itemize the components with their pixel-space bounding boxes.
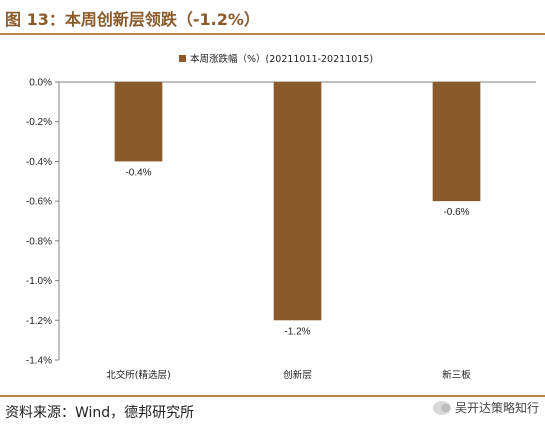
bar: [114, 82, 163, 162]
bar: [432, 82, 481, 202]
bar-chart: 本周涨跌幅（%）(20211011-20211015) 0.0% -0.2% -0.…: [26, 53, 536, 381]
bars: [114, 82, 481, 321]
data-labels: -0.4% -1.2% -0.6%: [125, 167, 469, 337]
source-note: 资料来源：Wind，德邦研究所: [5, 405, 195, 421]
y-tick-label: -1.4%: [26, 356, 52, 367]
data-label: -0.4%: [125, 167, 151, 178]
bar: [273, 82, 322, 321]
category-labels: 北交所(精选层) 创新层 新三板: [106, 369, 471, 381]
category-label: 新三板: [442, 369, 471, 381]
y-tick-label: -0.6%: [26, 197, 52, 208]
legend-label: 本周涨跌幅（%）(20211011-20211015): [190, 53, 373, 65]
legend: 本周涨跌幅（%）(20211011-20211015): [179, 53, 373, 65]
top-divider: [0, 33, 545, 35]
bottom-divider: [0, 395, 545, 397]
data-label: -0.6%: [443, 207, 469, 218]
watermark: 吴开达策略知行: [432, 399, 539, 416]
y-tick-label: -1.0%: [26, 276, 52, 287]
y-tick-label: 0.0%: [29, 78, 52, 89]
wechat-icon: [432, 400, 451, 415]
figure-title: 图 13：本周创新层领跌（-1.2%）: [5, 10, 260, 29]
category-label: 北交所(精选层): [106, 369, 170, 381]
watermark-text: 吴开达策略知行: [454, 401, 539, 415]
legend-swatch: [179, 55, 186, 62]
y-tick-label: -1.2%: [26, 316, 52, 327]
data-label: -1.2%: [284, 326, 310, 337]
y-tick-label: -0.8%: [26, 236, 52, 247]
y-axis-ticks: 0.0% -0.2% -0.4% -0.6% -0.8% -1.0% -1.2% -1.4%: [26, 78, 59, 367]
y-tick-label: -0.2%: [26, 117, 52, 128]
category-label: 创新层: [283, 369, 312, 381]
y-tick-label: -0.4%: [26, 157, 52, 168]
